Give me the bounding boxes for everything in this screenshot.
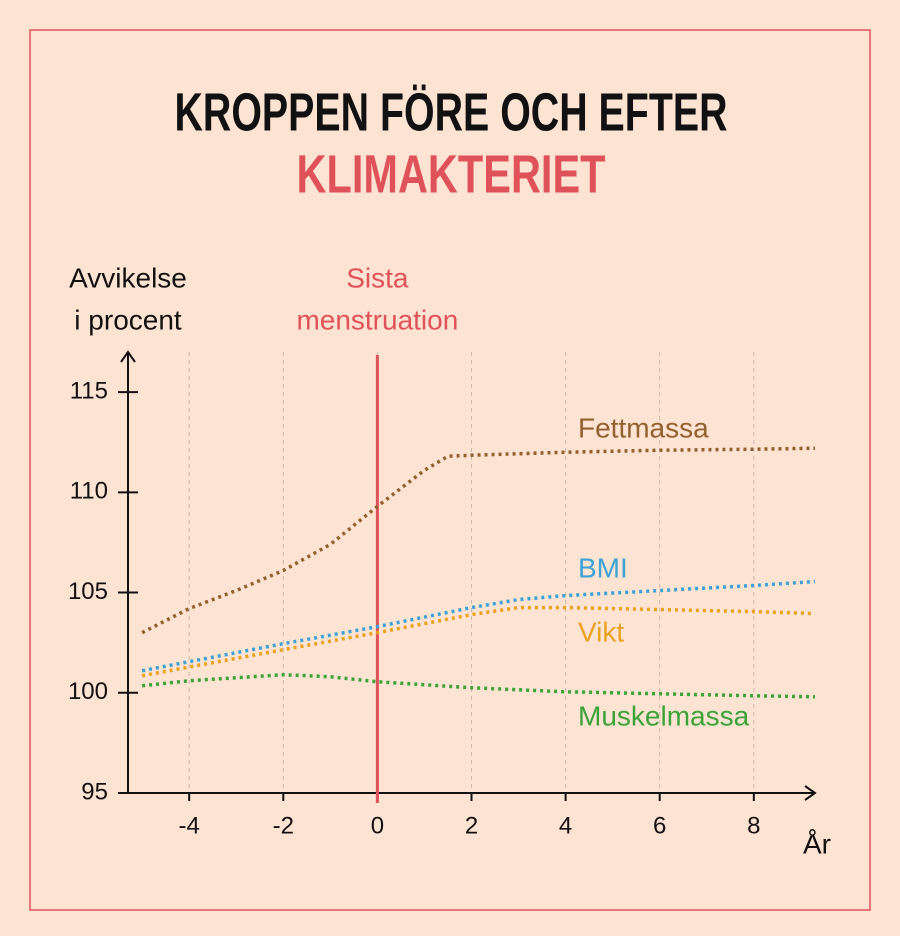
- x-axis-label: År: [803, 828, 831, 859]
- legend-label: Muskelmassa: [578, 700, 750, 731]
- y-axis-label: Avvikelse: [69, 262, 187, 293]
- legend-label: BMI: [578, 552, 628, 583]
- line: [141, 446, 816, 635]
- y-tick-label: 95: [81, 778, 108, 805]
- line: [141, 672, 816, 699]
- chart-title: KROPPEN FÖRE OCH EFTER: [175, 82, 728, 142]
- legend-label: Vikt: [578, 616, 624, 647]
- y-axis: [120, 350, 136, 793]
- x-tick-label: 0: [371, 812, 384, 839]
- x-tick-label: -2: [273, 812, 294, 839]
- chart-subtitle: KLIMAKTERIET: [297, 144, 606, 204]
- frame: [29, 29, 871, 911]
- annotation: menstruation: [296, 304, 458, 335]
- x-axis: [128, 785, 817, 801]
- x-tick-label: 8: [747, 812, 760, 839]
- line: [141, 579, 816, 673]
- y-tick-label: 115: [70, 377, 108, 404]
- y-tick-label: 100: [68, 678, 108, 705]
- line: [141, 605, 816, 678]
- x-tick-label: 2: [465, 812, 478, 839]
- y-tick-label: 105: [68, 578, 108, 605]
- x-tick-label: 4: [559, 812, 572, 839]
- y-tick-label: 110: [70, 478, 108, 505]
- x-tick-label: 6: [653, 812, 666, 839]
- x-tick-label: -4: [178, 812, 199, 839]
- annotation: Sista: [346, 262, 409, 293]
- legend-label: Fettmassa: [578, 412, 709, 443]
- y-axis-label: i procent: [74, 304, 182, 335]
